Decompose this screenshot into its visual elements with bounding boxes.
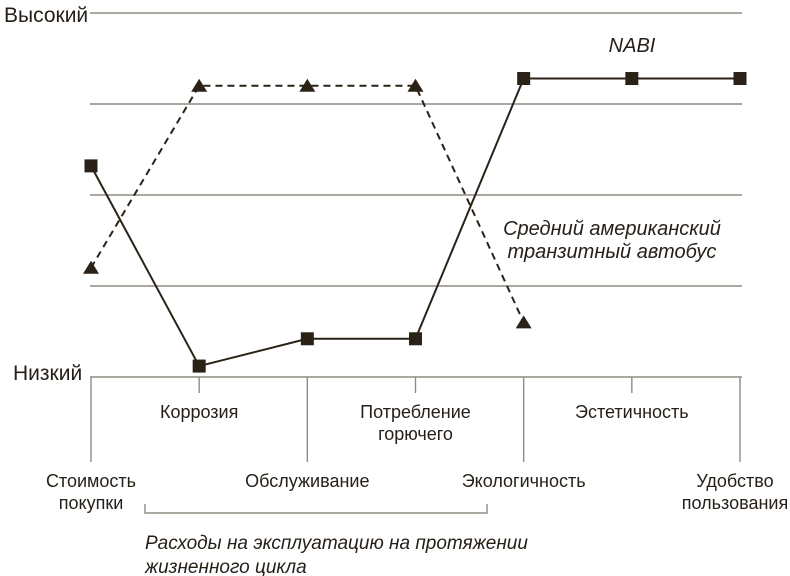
lifecycle-costs-bracket	[144, 504, 488, 514]
square-marker	[733, 72, 747, 86]
triangle-marker	[515, 315, 532, 329]
x-category-label: пользования	[682, 493, 788, 513]
x-category-label: Коррозия	[160, 402, 238, 422]
y-axis-low-label: Низкий	[13, 362, 82, 385]
y-axis-high-label: Высокий	[4, 4, 88, 27]
gridlines-layer	[90, 12, 742, 378]
series-layer	[83, 72, 747, 373]
square-marker	[625, 72, 639, 86]
series-label-nabi: NABI	[609, 35, 656, 57]
triangle-marker	[407, 78, 424, 92]
series-label-average-line2: транзитный автобус	[508, 241, 717, 263]
bracket-caption-line2: жизненного цикла	[144, 557, 307, 576]
x-category-label: Удобство	[696, 471, 773, 491]
x-category-label: Экологичность	[462, 471, 586, 491]
x-category-label: Эстетичность	[575, 402, 689, 422]
x-category-label: Потребление	[360, 402, 471, 422]
square-marker	[517, 72, 531, 86]
x-category-label: Обслуживание	[245, 471, 369, 491]
triangle-marker	[191, 78, 208, 92]
x-category-label: покупки	[59, 493, 124, 513]
square-marker	[192, 359, 206, 373]
triangle-marker	[299, 78, 316, 92]
triangle-marker	[83, 260, 99, 274]
square-marker	[300, 332, 314, 346]
square-marker	[84, 159, 98, 173]
bracket-caption-line1: Расходы на эксплуатацию на протяжении	[145, 533, 528, 554]
series-label-average-line1: Средний американский	[503, 218, 721, 240]
x-category-label: горючего	[378, 424, 453, 444]
x-category-label: Стоимость	[46, 471, 136, 491]
square-marker	[409, 332, 422, 346]
